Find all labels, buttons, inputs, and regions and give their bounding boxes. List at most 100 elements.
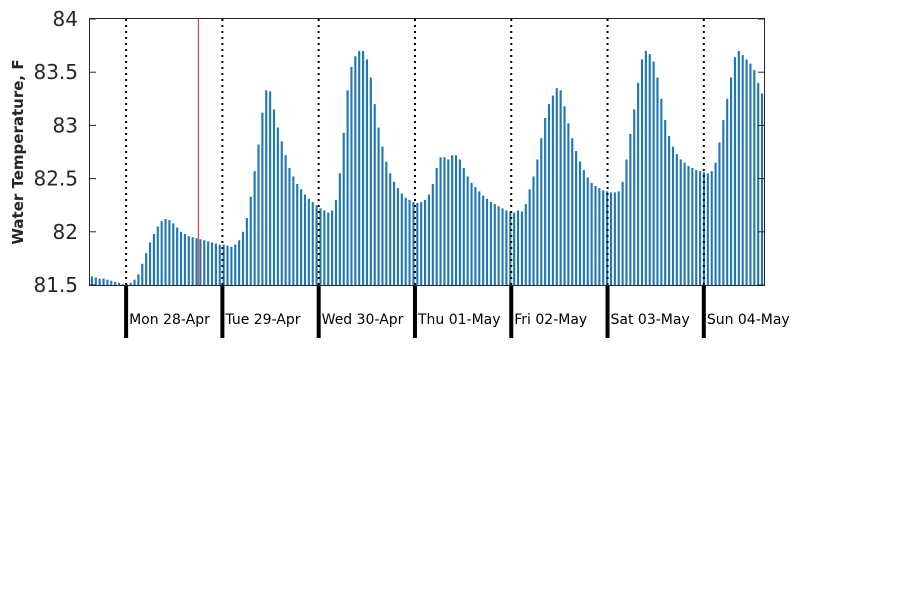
temperature-bar <box>311 202 314 285</box>
temperature-bar <box>516 210 520 285</box>
temperature-bar <box>404 197 407 285</box>
temperature-bar <box>730 77 733 286</box>
y-axis-label: Water Temperature, F <box>9 59 27 244</box>
temperature-bar <box>629 133 632 285</box>
temperature-bar <box>540 138 543 285</box>
temperature-bar <box>342 132 345 285</box>
temperature-bar <box>571 138 574 285</box>
temperature-bar <box>466 176 469 285</box>
day-label: Fri 02-May <box>514 312 587 328</box>
temperature-bar <box>625 159 628 285</box>
temperature-bar <box>699 171 702 285</box>
temperature-bar <box>218 244 221 285</box>
temperature-bar <box>718 142 721 285</box>
temperature-bar <box>369 77 372 286</box>
temperature-bar <box>381 146 384 285</box>
temperature-bar <box>389 173 392 285</box>
temperature-bar <box>358 50 361 285</box>
y-tick-label: 84 <box>53 7 78 31</box>
temperature-bar <box>435 167 438 285</box>
temperature-bar <box>656 77 659 286</box>
temperature-bar <box>668 136 671 285</box>
temperature-bar <box>222 244 225 285</box>
temperature-bar <box>617 191 620 285</box>
temperature-bar <box>195 238 198 285</box>
temperature-bar <box>547 104 551 286</box>
temperature-bar <box>121 283 124 285</box>
temperature-bar <box>253 171 256 285</box>
temperature-bar <box>443 157 446 285</box>
temperature-bar <box>319 208 322 285</box>
temperature-bar <box>621 181 624 285</box>
temperature-bar <box>210 242 214 285</box>
temperature-bar <box>272 109 276 285</box>
temperature-bar <box>408 199 411 285</box>
temperature-bar <box>230 246 233 285</box>
temperature-bar <box>168 220 171 285</box>
y-tick-label: 82.5 <box>33 167 78 191</box>
temperature-bar <box>590 182 593 285</box>
temperature-bar <box>633 109 636 285</box>
temperature-bar <box>737 50 740 285</box>
temperature-bar <box>485 198 489 285</box>
temperature-bar <box>745 59 748 286</box>
temperature-bar <box>528 189 531 285</box>
temperature-bar <box>559 90 562 285</box>
temperature-bar <box>412 202 415 285</box>
temperature-bar <box>234 244 237 285</box>
temperature-bar <box>513 212 516 285</box>
temperature-bar <box>714 162 717 285</box>
temperature-bar <box>544 117 547 285</box>
temperature-bar <box>420 202 423 285</box>
temperature-bar <box>152 233 155 285</box>
temperature-bar <box>733 57 737 285</box>
temperature-bar <box>652 61 655 286</box>
temperature-bar <box>749 63 752 285</box>
temperature-bar <box>478 191 481 285</box>
temperature-bar <box>726 98 729 285</box>
temperature-bar <box>207 241 210 285</box>
temperature-bar <box>245 217 248 285</box>
temperature-bar <box>501 208 504 285</box>
plot-frame <box>89 18 765 286</box>
temperature-bar <box>567 123 570 286</box>
temperature-bar <box>458 159 461 285</box>
temperature-bar <box>385 161 388 285</box>
temperature-bar <box>637 82 640 285</box>
temperature-bar <box>276 127 279 285</box>
temperature-bar <box>695 170 698 285</box>
temperature-bar <box>505 210 508 285</box>
temperature-bar <box>102 278 105 285</box>
temperature-bar <box>761 93 764 285</box>
day-labels: Mon 28-Apr Tue 29-Apr Wed 30-Apr Thu 01-May… <box>129 312 790 328</box>
temperature-bar <box>691 167 694 285</box>
temperature-bar <box>346 90 349 285</box>
temperature-bar <box>606 191 609 285</box>
temperature-bar <box>199 239 202 285</box>
temperature-bar <box>520 211 523 285</box>
temperature-bar <box>400 193 403 285</box>
temperature-bar <box>706 173 709 285</box>
temperature-bar <box>98 278 101 285</box>
temperature-bar <box>470 182 473 285</box>
temperature-bar <box>292 176 295 285</box>
temperature-bar <box>575 150 578 285</box>
temperature-bar <box>261 112 264 285</box>
temperature-bar <box>137 274 140 285</box>
temperature-bar <box>439 157 442 285</box>
temperature-bar <box>482 195 485 285</box>
temperature-bar <box>551 95 554 285</box>
temperature-bar <box>238 240 241 285</box>
temperature-bar <box>114 281 117 285</box>
temperature-bar <box>683 162 686 285</box>
temperature-bar <box>578 161 582 285</box>
temperature-bar <box>117 282 121 285</box>
temperature-bar <box>187 236 190 285</box>
temperature-bar <box>447 159 450 285</box>
temperature-bar <box>133 279 136 285</box>
temperature-bar <box>424 199 427 285</box>
temperature-bar <box>331 210 334 285</box>
temperature-bar <box>648 54 651 285</box>
bar-series <box>90 50 764 286</box>
